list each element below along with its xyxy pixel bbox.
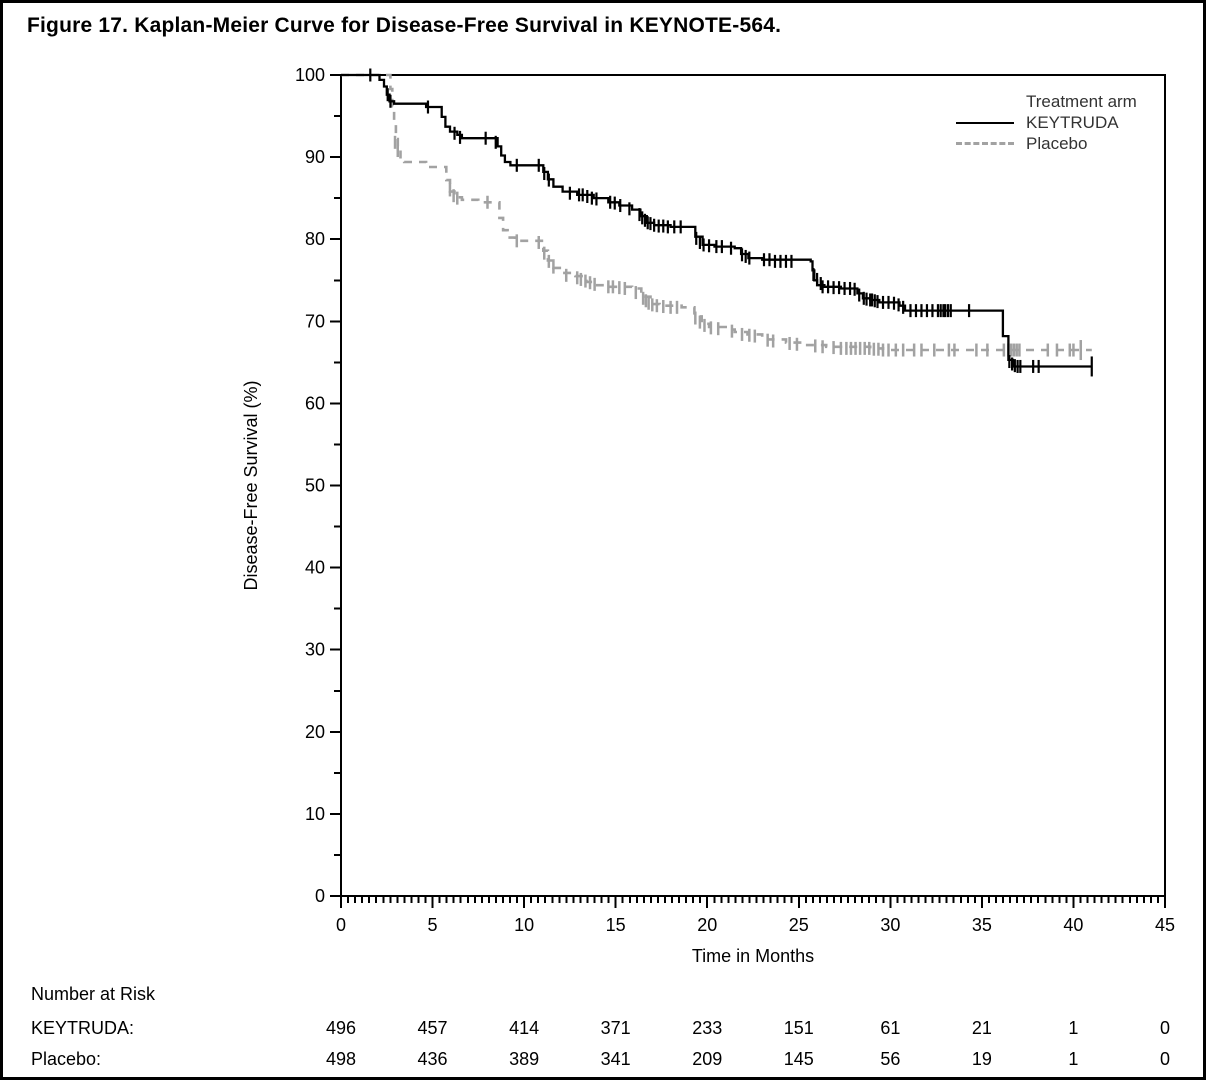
x-axis-tick-label: 0: [336, 915, 346, 935]
x-axis-tick-label: 25: [789, 915, 809, 935]
km-plot-canvas: 0 5 10 15 20 25 30 35 40 45 0 10 20 30 40 50 60 70 80 90 100…: [241, 65, 1175, 966]
x-axis-tick-label: 15: [606, 915, 626, 935]
y-axis-tick-label: 100: [295, 65, 325, 85]
legend-title: Treatment arm: [1026, 92, 1137, 111]
x-axis-tick-label: 35: [972, 915, 992, 935]
x-axis-tick-label: 45: [1155, 915, 1175, 935]
y-axis-tick-label: 0: [315, 886, 325, 906]
plot-frame: [339, 73, 1167, 898]
x-axis-tick-label: 30: [880, 915, 900, 935]
legend-entry-keytruda: KEYTRUDA: [956, 112, 1186, 133]
plot-legend: Treatment arm KEYTRUDA Placebo: [956, 91, 1186, 154]
x-axis-title: Time in Months: [692, 946, 814, 966]
y-axis-tick-label: 80: [305, 229, 325, 249]
legend-label-placebo: Placebo: [1026, 134, 1088, 153]
x-axis-tick-label: 10: [514, 915, 534, 935]
keytruda-solid-line-swatch: [956, 121, 1014, 124]
y-axis-tick-label: 50: [305, 476, 325, 496]
legend-label-keytruda: KEYTRUDA: [1026, 113, 1119, 132]
y-axis-tick-label: 10: [305, 804, 325, 824]
y-axis-tick-label: 60: [305, 393, 325, 413]
y-axis-tick-label: 20: [305, 722, 325, 742]
x-axis-tick-label: 40: [1063, 915, 1083, 935]
y-axis-tick-label: 40: [305, 558, 325, 578]
y-axis-tick-label: 30: [305, 640, 325, 660]
legend-entry-placebo: Placebo: [956, 133, 1186, 154]
x-axis-tick-label: 20: [697, 915, 717, 935]
y-axis-tick-label: 70: [305, 311, 325, 331]
placebo-dashed-line-swatch: [956, 142, 1014, 145]
y-axis-title: Disease-Free Survival (%): [241, 380, 261, 590]
y-axis-tick-label: 90: [305, 147, 325, 167]
x-axis-tick-label: 5: [428, 915, 438, 935]
figure-title: Figure 17. Kaplan-Meier Curve for Diseas…: [27, 14, 782, 37]
